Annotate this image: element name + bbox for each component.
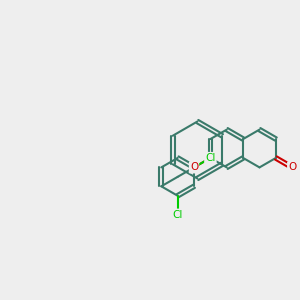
Text: O: O [190, 162, 198, 172]
Text: Cl: Cl [172, 210, 183, 220]
Text: Cl: Cl [205, 153, 216, 163]
Text: O: O [288, 162, 296, 172]
